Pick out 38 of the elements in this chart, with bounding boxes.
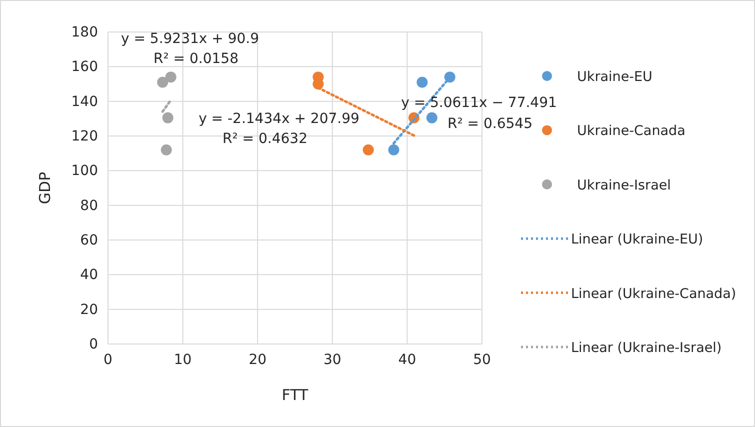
y-tick-label: 100 [71, 163, 98, 180]
legend-label: Ukraine-Canada [577, 123, 686, 140]
y-tick-label: 120 [71, 128, 98, 144]
legend-label: Ukraine-Israel [577, 177, 671, 194]
point [362, 144, 374, 156]
legend-label: Linear (Ukraine-Canada) [571, 286, 736, 302]
annotation: R² = 0.0158 [154, 51, 238, 67]
x-tick-label: 50 [473, 352, 491, 368]
point [165, 72, 176, 83]
annotation: y = -2.1434x + 207.99 [198, 111, 360, 127]
y-tick-label: 60 [80, 232, 98, 248]
legend-label: Linear (Ukraine-Israel) [571, 340, 722, 356]
point [160, 144, 172, 156]
point [426, 112, 438, 124]
y-tick-label: 140 [71, 94, 98, 110]
annotation: y = 5.0611x − 77.491 [401, 95, 557, 111]
y-tick-label: 160 [71, 59, 98, 76]
point [388, 144, 400, 156]
x-tick-label: 40 [398, 352, 416, 368]
y-tick-label: 0 [89, 336, 98, 352]
point [416, 76, 428, 88]
y-tick-label: 40 [80, 267, 98, 284]
annotation: R² = 0.6545 [448, 116, 532, 132]
x-tick-label: 30 [323, 352, 342, 368]
point [162, 112, 174, 124]
x-tick-label: 0 [104, 352, 112, 368]
y-tick-label: 20 [80, 302, 98, 318]
point [157, 76, 168, 88]
legend-label: Linear (Ukraine-EU) [571, 232, 704, 248]
annotation: R² = 0.4632 [222, 131, 308, 147]
legend-label: Ukraine-EU [577, 69, 652, 85]
x-axis-title: FTT [282, 386, 310, 404]
y-tick-label: 80 [80, 198, 98, 214]
y-axis-title: GDP [36, 172, 54, 204]
annotation: y = 5.9231x + 90.9 [121, 31, 259, 47]
y-tick-label: 180 [71, 24, 98, 40]
x-tick-label: 10 [174, 352, 192, 368]
x-tick-label: 20 [248, 352, 267, 368]
